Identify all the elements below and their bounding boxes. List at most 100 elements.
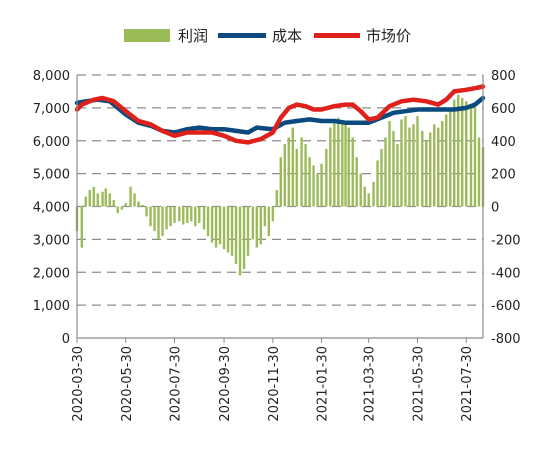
- profit-bar: [325, 148, 328, 207]
- legend-label-profit: 利润: [178, 27, 208, 45]
- series-lines: [74, 84, 486, 145]
- profit-bar: [344, 121, 347, 207]
- profit-bar: [242, 206, 246, 269]
- right-tick-label: 600: [491, 102, 516, 117]
- x-tick-label: 2021-01-30: [316, 346, 331, 422]
- profit-bar: [329, 127, 332, 207]
- profit-bar: [469, 104, 473, 207]
- profit-bar: [178, 206, 181, 222]
- profit-bar: [84, 196, 87, 207]
- profit-bar: [157, 206, 160, 240]
- profit-bar: [337, 117, 340, 207]
- profit-bar: [214, 206, 218, 248]
- profit-bar: [112, 199, 115, 207]
- profit-bar: [92, 186, 95, 207]
- profit-bar: [279, 157, 282, 207]
- profit-bar: [198, 206, 201, 223]
- right-tick-label: 800: [491, 69, 516, 84]
- profit-bar: [169, 206, 172, 227]
- profit-bar: [457, 94, 460, 207]
- profit-bar: [194, 206, 197, 227]
- profit-bar: [396, 144, 399, 207]
- profit-bar: [137, 201, 140, 207]
- profit-bar: [291, 127, 294, 207]
- profit-bars: [75, 94, 485, 276]
- left-tick-label: 7,000: [33, 102, 70, 117]
- profit-bar: [129, 186, 132, 207]
- left-tick-label: 8,000: [33, 69, 70, 84]
- legend-label-price: 市场价: [366, 27, 411, 45]
- axes: 0 1,000 2,000 3,000 4,000 5,000 6,000 7,000 8,00…: [33, 69, 521, 422]
- profit-bar: [376, 160, 379, 207]
- price-line: [74, 84, 486, 145]
- profit-bar: [88, 190, 91, 207]
- profit-bar: [461, 98, 464, 207]
- profit-bar: [425, 140, 428, 207]
- profit-bar: [238, 206, 242, 276]
- profit-bar: [287, 137, 290, 207]
- profit-bar: [351, 137, 354, 207]
- profit-bar: [355, 157, 358, 207]
- profit-bar: [149, 206, 152, 227]
- profit-bar: [141, 204, 144, 207]
- x-tick-label: 2020-05-30: [120, 346, 135, 422]
- legend-label-cost: 成本: [272, 27, 302, 45]
- profit-bar: [372, 181, 375, 207]
- profit-bar: [404, 116, 407, 207]
- profit-bar: [222, 206, 226, 250]
- profit-bar: [246, 206, 250, 256]
- profit-bar: [190, 206, 193, 222]
- profit-bar: [300, 137, 303, 207]
- profit-bar: [384, 137, 387, 207]
- left-tick-label: 6,000: [33, 135, 70, 150]
- profit-bar: [473, 107, 477, 207]
- profit-bar: [308, 157, 311, 207]
- profit-bar: [441, 121, 444, 207]
- right-tick-label: -200: [491, 233, 521, 248]
- profit-bar: [145, 206, 148, 217]
- profit-bar: [465, 101, 468, 207]
- profit-bar: [153, 206, 156, 232]
- left-tick-label: 1,000: [33, 299, 70, 314]
- profit-bar: [101, 191, 104, 207]
- profit-bar: [263, 206, 267, 227]
- profit-bar: [433, 124, 436, 207]
- profit-bar: [437, 127, 440, 207]
- profit-bar: [283, 144, 286, 207]
- profit-bar: [416, 116, 419, 207]
- profit-bar: [182, 206, 185, 225]
- profit-bar: [392, 130, 395, 207]
- profit-bar: [445, 114, 448, 207]
- profit-bar: [380, 148, 383, 207]
- profit-bar: [165, 206, 168, 230]
- right-tick-label: -600: [491, 299, 521, 314]
- profit-bar: [412, 124, 415, 207]
- profit-bar: [108, 193, 111, 207]
- profit-bar: [255, 206, 259, 248]
- left-tick-label: 5,000: [33, 168, 70, 183]
- profit-bar: [226, 206, 230, 253]
- profit-bar: [230, 206, 234, 256]
- profit-bar: [312, 165, 315, 207]
- x-tick-label: 2021-03-30: [363, 346, 378, 422]
- profit-bar: [210, 206, 214, 243]
- left-tick-label: 0: [62, 332, 70, 347]
- profit-bar: [161, 206, 164, 237]
- profit-bar: [304, 144, 307, 207]
- profit-bar: [347, 127, 350, 207]
- profit-bar: [429, 132, 432, 207]
- profit-bar: [267, 206, 271, 237]
- profit-bar: [408, 127, 411, 207]
- right-tick-label: 0: [491, 201, 499, 216]
- profit-bar: [449, 107, 452, 207]
- profit-bar: [359, 173, 362, 207]
- profit-bar: [341, 124, 344, 207]
- profit-bar: [104, 188, 107, 207]
- profit-bar: [251, 206, 255, 240]
- profit-bar: [206, 206, 210, 237]
- profit-bar: [421, 130, 424, 207]
- profit-bar: [453, 99, 456, 207]
- profit-bar: [116, 206, 119, 214]
- profit-bar: [271, 206, 275, 222]
- profit-bar: [120, 206, 123, 210]
